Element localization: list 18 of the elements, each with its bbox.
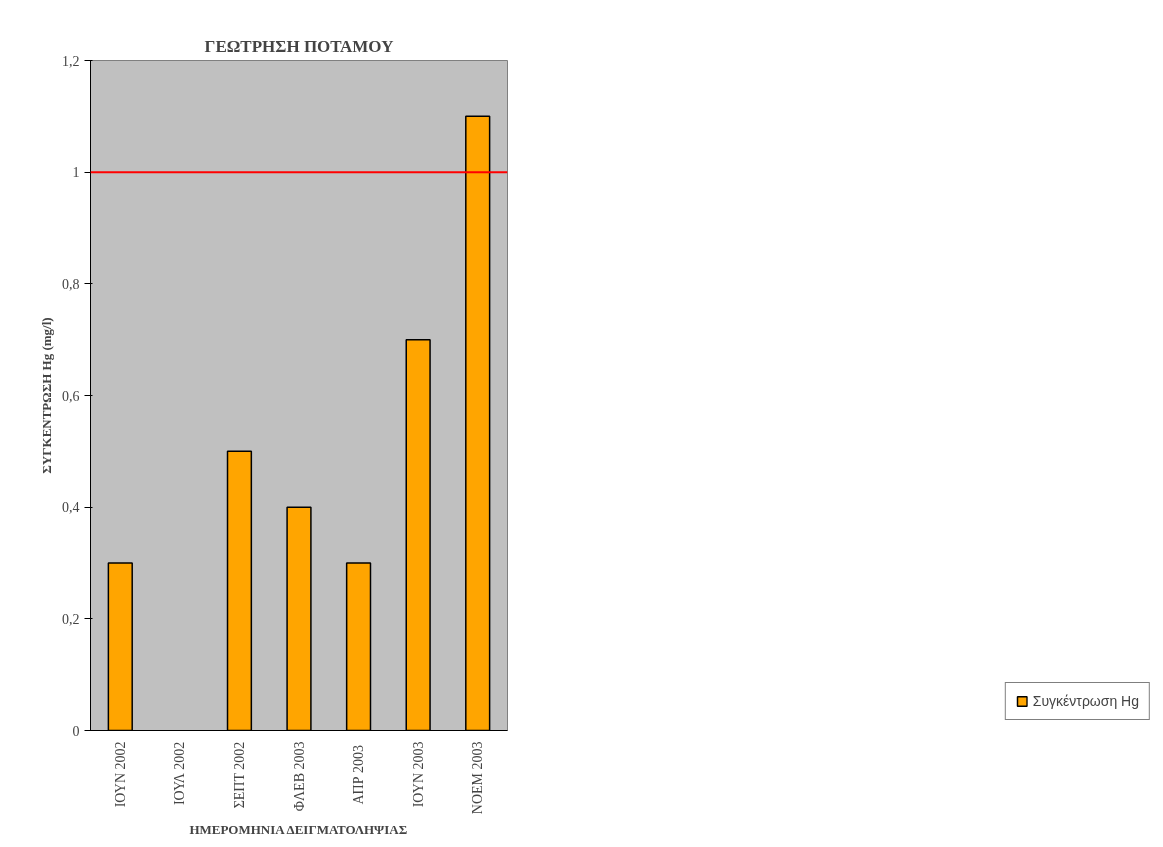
- y-tick-label: 0,8: [62, 276, 80, 292]
- y-axis-title: ΣΥΓΚΕΝΤΡΩΣΗ Hg (mg/l): [39, 317, 54, 474]
- x-tick-label: ΙΟΥΝ 2003: [410, 741, 426, 808]
- x-axis-title: ΗΜΕΡΟΜΗΝΙΑ ΔΕΙΓΜΑΤΟΛΗΨΙΑΣ: [189, 822, 408, 838]
- x-tick-label: ΦΛΕΒ 2003: [291, 741, 307, 812]
- x-tick-label: ΙΟΥΛ 2002: [172, 741, 188, 806]
- y-tick-label: 1: [72, 165, 80, 181]
- x-tick-label: ΙΟΥΝ 2002: [112, 741, 128, 808]
- x-tick-label: ΝΟΕΜ 2003: [470, 741, 486, 815]
- y-tick-label: 0,4: [62, 500, 80, 516]
- chart-title: ΓΕΩΤΡΗΣΗ ΠΟΤΑΜΟΥ: [204, 36, 394, 56]
- y-tick-label: 0: [72, 723, 80, 739]
- y-tick-label: 0,2: [62, 611, 80, 627]
- x-tick-label: ΣΕΠΤ 2002: [231, 741, 247, 809]
- legend-label: Συγκέντρωση Hg: [1032, 693, 1139, 709]
- x-tick-label: ΑΠΡ 2003: [351, 744, 367, 805]
- y-tick-label: 0,6: [62, 388, 80, 404]
- y-tick-label: 1,2: [62, 53, 80, 69]
